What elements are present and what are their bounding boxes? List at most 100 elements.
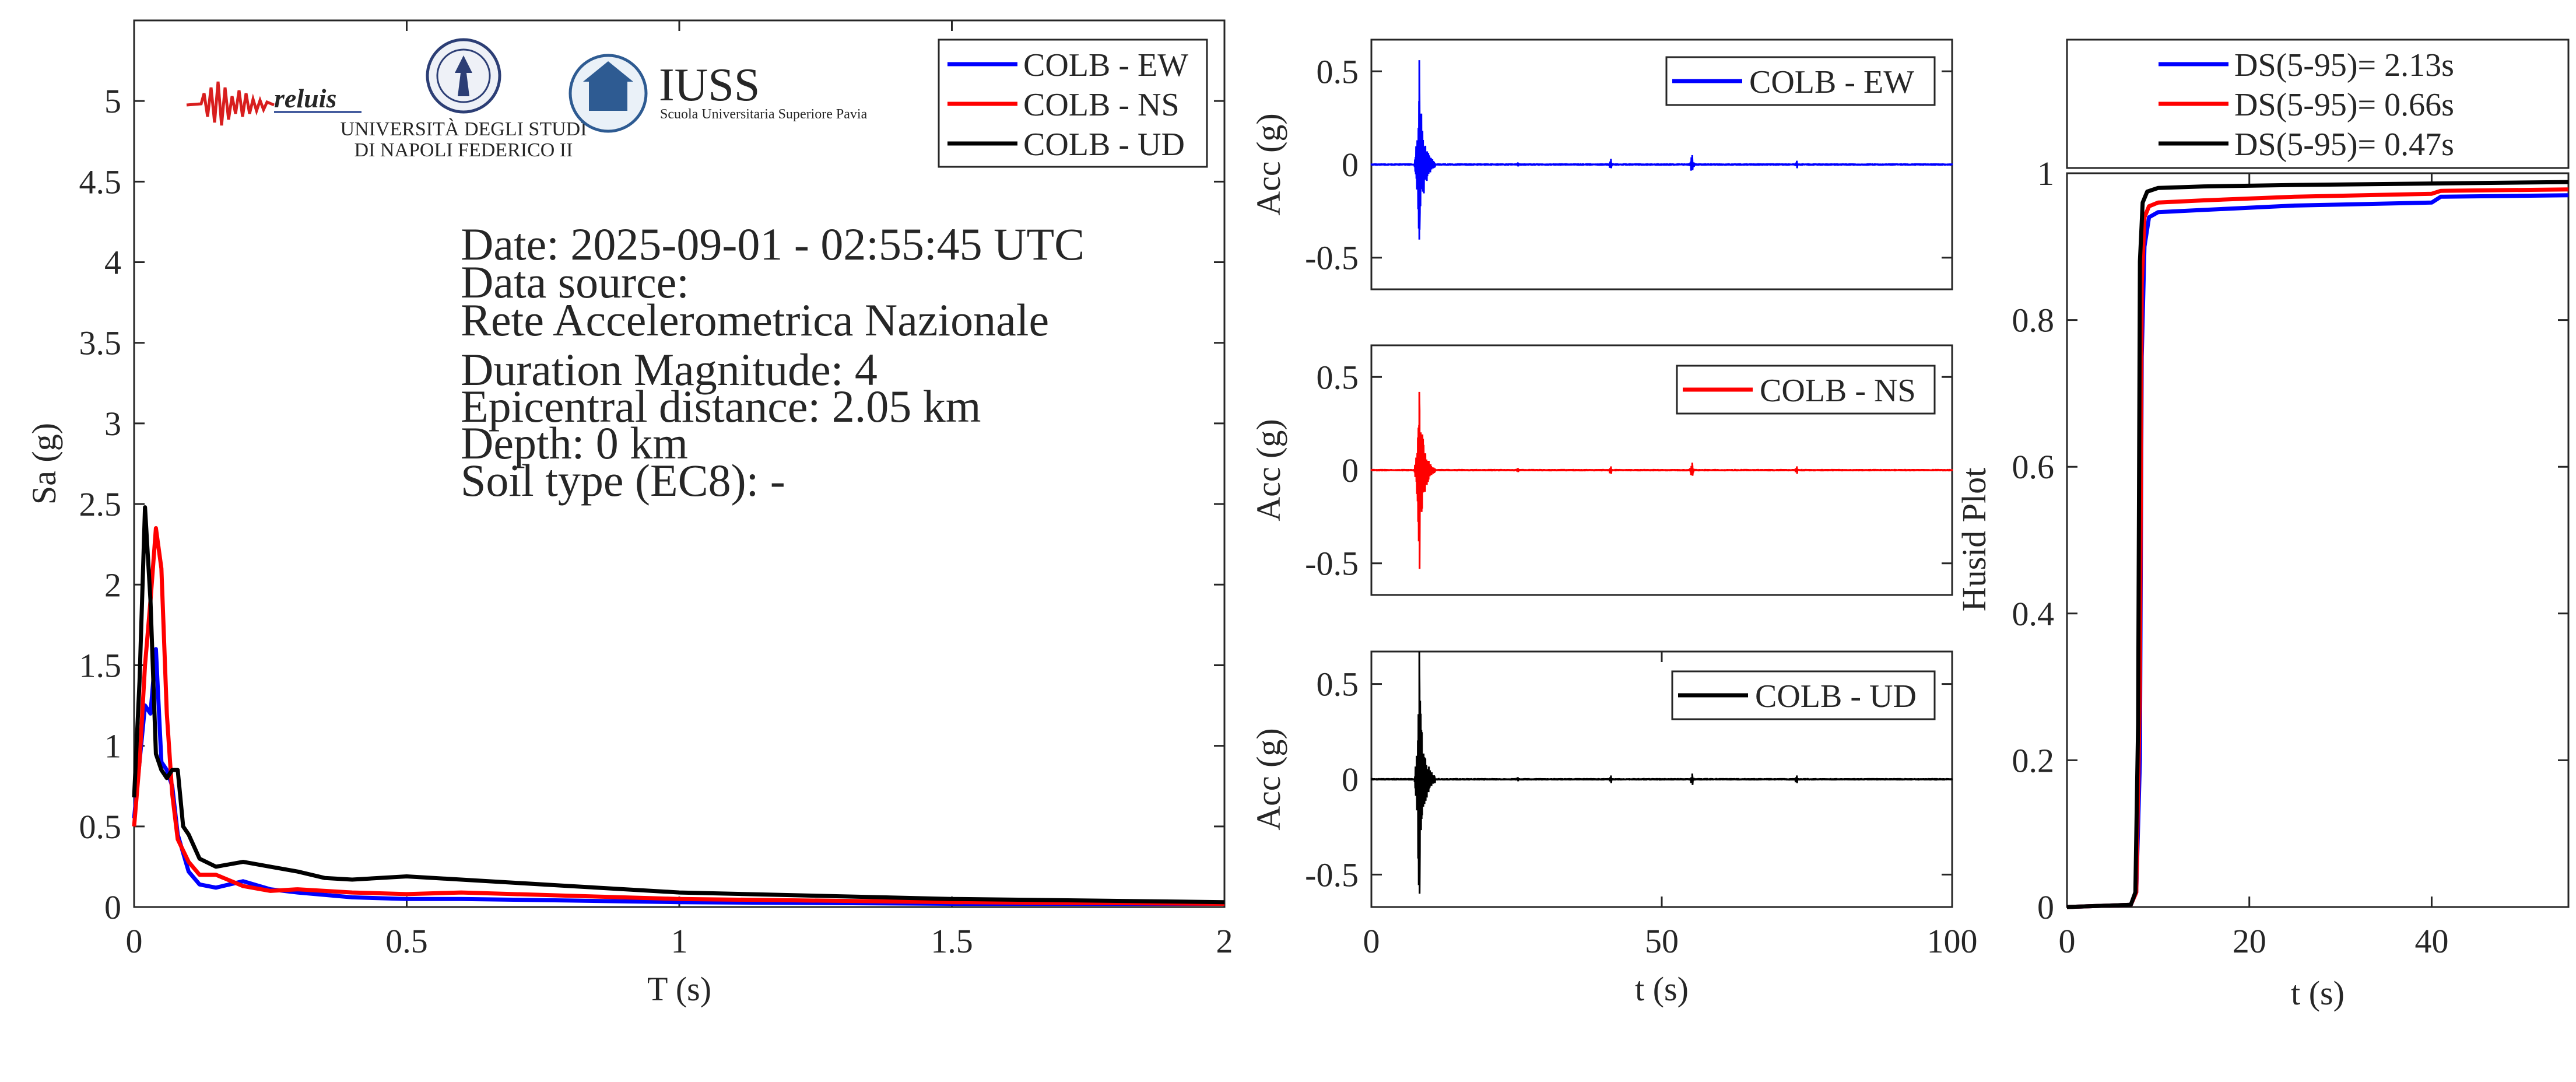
- husid-legend: DS(5-95)= 2.13s DS(5-95)= 0.66s DS(5-95)…: [2066, 38, 2570, 169]
- iuss-roof-icon: [583, 61, 633, 82]
- unina-seal-inner: [436, 48, 491, 103]
- accelerogram-ns-y-label: Acc (g): [1250, 419, 1287, 521]
- accelerogram-ud-trace: [1370, 651, 1953, 894]
- husid-x-label: t (s): [2291, 974, 2345, 1012]
- event-info: Date: 2025-09-01 - 02:55:45 UTC Data sou…: [461, 219, 1085, 506]
- series-line-2: [2066, 187, 2569, 909]
- y-tick-label: 1.5: [79, 646, 122, 684]
- x-tick-label: 0.5: [385, 922, 428, 960]
- spectrum-panel: 0 0.5 1 1.5 2 2.5 3 3.5 4 4.5 5 0 0.5 1 1.5 2 T (s) Sa …: [25, 19, 1233, 1008]
- y-tick-label: 0.5: [79, 808, 122, 846]
- event-date: Date: 2025-09-01 - 02:55:45 UTC: [461, 219, 1085, 269]
- spectrum-series: [132, 505, 1225, 906]
- accelerogram-ew-trace: [1370, 60, 1953, 240]
- iuss-logo: IUSS Scuola Universitaria Superiore Pavi…: [568, 54, 868, 133]
- accelerogram-ud-ticks: -0.500.50 50 100: [1305, 652, 1978, 960]
- iuss-wordmark: IUSS: [659, 59, 760, 111]
- y-tick-label: 1: [104, 727, 121, 765]
- spectrum-x-label: T (s): [647, 970, 711, 1008]
- series-line-2: [132, 526, 1225, 906]
- x-tick-label: 0: [1363, 922, 1380, 960]
- x-tick-label: 50: [1645, 922, 1679, 960]
- y-tick-label: 1: [2037, 155, 2054, 192]
- x-tick-label: 20: [2233, 922, 2266, 960]
- spectrum-y-label: Sa (g): [25, 423, 63, 505]
- y-tick-label: 0.5: [1317, 358, 1359, 396]
- y-tick-label: 0.6: [2012, 448, 2055, 486]
- y-tick-label: 0: [1342, 451, 1359, 489]
- iuss-building-icon: [589, 82, 627, 111]
- event-magnitude: Duration Magnitude: 4: [461, 344, 878, 395]
- event-network: Rete Accelerometrica Nazionale: [461, 295, 1049, 345]
- x-tick-label: 0: [126, 922, 143, 960]
- legend-label-ns: COLB - NS: [1023, 87, 1180, 123]
- event-epicentral-distance: Epicentral distance: 2.05 km: [461, 381, 981, 432]
- event-data-source-label: Data source:: [461, 257, 689, 307]
- accelerogram-ns-ticks: -0.5 0 0.5: [1305, 358, 1952, 583]
- accelerogram-ns-legend-label: COLB - NS: [1760, 373, 1916, 409]
- husid-ticks: 0 0.2 0.4 0.6 0.8 1 0 20 40: [2012, 155, 2568, 960]
- y-tick-label: -0.5: [1305, 856, 1359, 894]
- spectrum-ticks: 0 0.5 1 1.5 2 2.5 3 3.5 4 4.5 5 0 0.5 1 1.5 2: [79, 20, 1233, 960]
- legend-label-ew: COLB - EW: [1023, 47, 1188, 83]
- accelerogram-ew-legend-label: COLB - EW: [1749, 64, 1914, 100]
- y-tick-label: 0.2: [2012, 741, 2055, 779]
- husid-y-label: Husid Plot: [1955, 468, 1993, 612]
- husid-axes-frame: [2066, 172, 2570, 908]
- unina-name-line2: DI NAPOLI FEDERICO II: [355, 139, 573, 161]
- y-tick-label: -0.5: [1305, 545, 1359, 583]
- legend-label-ud: COLB - UD: [1023, 127, 1185, 163]
- unina-logo: UNIVERSITÀ DEGLI STUDI DI NAPOLI FEDERIC…: [340, 38, 587, 161]
- accelerogram-trace-line: [1370, 60, 1953, 240]
- accelerogram-ew-panel: -0.5 0 0.5 Acc (g) COLB - EW: [1250, 38, 1953, 290]
- husid-series: [2066, 180, 2569, 909]
- series-line-3: [2066, 180, 2569, 909]
- y-tick-label: 0.4: [2012, 595, 2055, 633]
- unina-name-line1: UNIVERSITÀ DEGLI STUDI: [340, 118, 587, 140]
- y-tick-label: 0: [1342, 146, 1359, 184]
- reluis-waveform-icon: [186, 81, 275, 126]
- husid-panel: 0 0.2 0.4 0.6 0.8 1 0 20 40 t (s) Husid Plot DS(…: [1955, 38, 2570, 1012]
- x-tick-label: 2: [1216, 922, 1233, 960]
- accelerogram-ud-panel: -0.500.50 50 100 Acc (g) t (s) COLB - UD: [1250, 650, 1978, 1008]
- unina-seal-figure-icon: [455, 55, 472, 96]
- accelerogram-ew-ticks: -0.5 0 0.5: [1305, 52, 1952, 277]
- accelerogram-trace-line: [1370, 391, 1953, 569]
- y-tick-label: 0: [2037, 888, 2054, 926]
- y-tick-label: 0.5: [1317, 52, 1359, 90]
- accelerogram-ns-legend: COLB - NS: [1676, 365, 1936, 415]
- husid-legend-box: [2066, 38, 2570, 169]
- y-tick-label: 5: [104, 82, 121, 120]
- accelerogram-ud-legend: COLB - UD: [1671, 670, 1936, 720]
- accelerogram-ew-y-label: Acc (g): [1250, 113, 1287, 216]
- y-tick-label: 4.5: [79, 163, 122, 201]
- accelerogram-ew-legend: COLB - EW: [1665, 56, 1936, 106]
- x-tick-label: 40: [2414, 922, 2448, 960]
- accelerogram-ns-trace: [1370, 391, 1953, 569]
- x-tick-label: 1.5: [931, 922, 973, 960]
- x-tick-label: 100: [1927, 922, 1978, 960]
- spectrum-legend: COLB - EW COLB - NS COLB - UD: [938, 38, 1208, 168]
- y-tick-label: 0.5: [1317, 666, 1359, 703]
- y-tick-label: 0: [1342, 761, 1359, 799]
- y-tick-label: 0: [104, 888, 121, 926]
- series-line-3: [132, 505, 1225, 905]
- reluis-wordmark: reluis: [274, 83, 336, 113]
- accelerogram-ns-panel: -0.5 0 0.5 Acc (g) COLB - NS: [1250, 344, 1953, 596]
- reluis-logo: reluis: [186, 81, 362, 126]
- event-depth: Depth: 0 km: [461, 418, 688, 468]
- y-tick-label: 3.5: [79, 324, 122, 362]
- accelerogram-ud-legend-label: COLB - UD: [1755, 678, 1917, 715]
- y-tick-label: 0.8: [2012, 302, 2055, 339]
- iuss-subtitle: Scuola Universitaria Superiore Pavia: [660, 107, 868, 122]
- husid-legend-label-ns: DS(5-95)= 0.66s: [2234, 87, 2454, 123]
- y-tick-label: 2: [104, 566, 121, 604]
- x-tick-label: 1: [671, 922, 688, 960]
- y-tick-label: 4: [104, 244, 121, 282]
- event-soil-type: Soil type (EC8): -: [461, 455, 785, 506]
- y-tick-label: -0.5: [1305, 239, 1359, 277]
- accelerogram-trace-line: [1370, 651, 1953, 894]
- series-line-1: [132, 647, 1224, 906]
- accelerogram-ud-y-label: Acc (g): [1250, 728, 1287, 831]
